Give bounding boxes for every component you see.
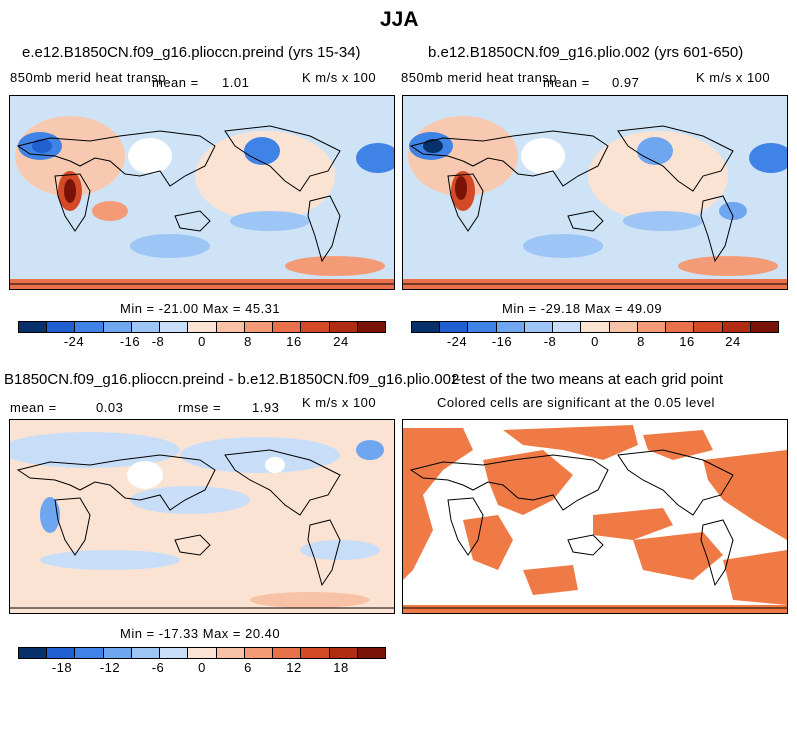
colorbar-swatch bbox=[440, 322, 469, 332]
continent-outlines bbox=[403, 125, 787, 285]
colorbar-swatch bbox=[694, 322, 723, 332]
colorbar-swatch bbox=[131, 648, 161, 658]
panel-2-mean-label: mean = bbox=[543, 75, 590, 90]
colorbar-swatch bbox=[581, 322, 610, 332]
colorbar-swatch bbox=[329, 648, 358, 658]
panel-4-map bbox=[402, 419, 788, 614]
panel-1-tick: 16 bbox=[286, 334, 302, 349]
colorbar-swatch bbox=[357, 322, 386, 332]
colorbar-swatch bbox=[666, 322, 695, 332]
colorbar-swatch bbox=[160, 322, 189, 332]
panel-3-rmse-label: rmse = bbox=[178, 400, 222, 415]
panel-1-min-max: Min = -21.00 Max = 45.31 bbox=[120, 301, 281, 316]
colorbar-swatch bbox=[188, 322, 217, 332]
continent-outlines bbox=[403, 449, 787, 609]
panel-3-map bbox=[9, 419, 395, 614]
colorbar-swatch bbox=[19, 648, 48, 658]
panel-3-map-svg bbox=[10, 420, 394, 613]
colorbar-swatch bbox=[301, 648, 330, 658]
colorbar-swatch bbox=[301, 322, 330, 332]
panel-2-tick: -24 bbox=[446, 334, 468, 349]
panel-1-colorbar bbox=[18, 321, 386, 333]
panel-2-map bbox=[402, 95, 788, 290]
panel-1-tick: -16 bbox=[119, 334, 141, 349]
panel-2-map-svg bbox=[403, 96, 787, 289]
panel-3-units: K m/s x 100 bbox=[302, 395, 377, 410]
colorbar-swatch bbox=[244, 322, 274, 332]
panel-3-tick: 12 bbox=[286, 660, 302, 675]
panel-3-tick: -18 bbox=[51, 660, 73, 675]
colorbar-swatch bbox=[609, 322, 638, 332]
colorbar-swatch bbox=[131, 322, 161, 332]
colorbar-swatch bbox=[103, 648, 132, 658]
panel-4-subtitle: Colored cells are significant at the 0.0… bbox=[437, 395, 715, 410]
panel-3-tick: 18 bbox=[333, 660, 349, 675]
panel-1-units: K m/s x 100 bbox=[302, 70, 377, 85]
colorbar-swatch bbox=[19, 322, 48, 332]
panel-1-map bbox=[9, 95, 395, 290]
panel-3-tick: -12 bbox=[99, 660, 121, 675]
colorbar-swatch bbox=[750, 322, 779, 332]
panel-2-units: K m/s x 100 bbox=[696, 70, 771, 85]
panel-2-title: b.e12.B1850CN.f09_g16.plio.002 (yrs 601-… bbox=[428, 44, 744, 61]
panel-2-mean-value: 0.97 bbox=[612, 75, 640, 90]
panel-2-min-max: Min = -29.18 Max = 49.09 bbox=[502, 301, 663, 316]
panel-3-mean-value: 0.03 bbox=[96, 400, 124, 415]
panel-3-tick: -6 bbox=[151, 660, 165, 675]
continent-outlines bbox=[10, 449, 394, 609]
colorbar-swatch bbox=[216, 322, 245, 332]
continent-outlines bbox=[10, 125, 394, 285]
colorbar-swatch bbox=[722, 322, 751, 332]
panel-3-title: B1850CN.f09_g16.plioccn.preind - b.e12.B… bbox=[4, 371, 460, 388]
panel-1-tick: -24 bbox=[63, 334, 85, 349]
panel-3-colorbar bbox=[18, 647, 386, 659]
panel-1-map-svg bbox=[10, 96, 394, 289]
panel-4-title: t-test of the two means at each grid poi… bbox=[452, 371, 723, 388]
colorbar-swatch bbox=[75, 648, 104, 658]
panel-3-min-max: Min = -17.33 Max = 20.40 bbox=[120, 626, 281, 641]
colorbar-swatch bbox=[329, 322, 358, 332]
colorbar-swatch bbox=[188, 648, 217, 658]
colorbar-swatch bbox=[103, 322, 132, 332]
colorbar-swatch bbox=[160, 648, 189, 658]
colorbar-swatch bbox=[468, 322, 497, 332]
colorbar-swatch bbox=[357, 648, 386, 658]
colorbar-swatch bbox=[273, 648, 302, 658]
colorbar-swatch bbox=[496, 322, 525, 332]
figure-title: JJA bbox=[380, 8, 419, 31]
panel-2-tick: 16 bbox=[679, 334, 695, 349]
colorbar-swatch bbox=[553, 322, 582, 332]
colorbar-swatch bbox=[244, 648, 274, 658]
panel-3-tick: 0 bbox=[198, 660, 206, 675]
significance-cells bbox=[403, 425, 787, 613]
panel-2-tick: -8 bbox=[543, 334, 557, 349]
panel-1-title: e.e12.B1850CN.f09_g16.plioccn.preind (yr… bbox=[22, 44, 361, 61]
panel-1-tick: 8 bbox=[244, 334, 252, 349]
colorbar-swatch bbox=[75, 322, 104, 332]
panel-3-rmse-value: 1.93 bbox=[252, 400, 280, 415]
panel-3-mean-label: mean = bbox=[10, 400, 57, 415]
panel-4-map-svg bbox=[403, 420, 787, 613]
panel-2-colorbar bbox=[411, 321, 779, 333]
panel-1-mean-label: mean = bbox=[152, 75, 199, 90]
panel-2-tick: -16 bbox=[491, 334, 513, 349]
colorbar-swatch bbox=[524, 322, 554, 332]
panel-1-mean-value: 1.01 bbox=[222, 75, 250, 90]
anomaly-fields bbox=[10, 432, 384, 608]
colorbar-swatch bbox=[47, 322, 76, 332]
panel-1-tick: 24 bbox=[333, 334, 349, 349]
panel-2-tick: 0 bbox=[591, 334, 599, 349]
panel-1-variable: 850mb merid heat transp bbox=[10, 70, 167, 85]
panel-3-tick: 6 bbox=[244, 660, 252, 675]
colorbar-swatch bbox=[273, 322, 302, 332]
panel-2-variable: 850mb merid heat transp bbox=[401, 70, 558, 85]
colorbar-swatch bbox=[412, 322, 441, 332]
panel-1-tick: -8 bbox=[151, 334, 165, 349]
panel-2-tick: 24 bbox=[725, 334, 741, 349]
colorbar-swatch bbox=[216, 648, 245, 658]
panel-2-tick: 8 bbox=[637, 334, 645, 349]
colorbar-swatch bbox=[47, 648, 76, 658]
colorbar-swatch bbox=[637, 322, 667, 332]
panel-1-tick: 0 bbox=[198, 334, 206, 349]
